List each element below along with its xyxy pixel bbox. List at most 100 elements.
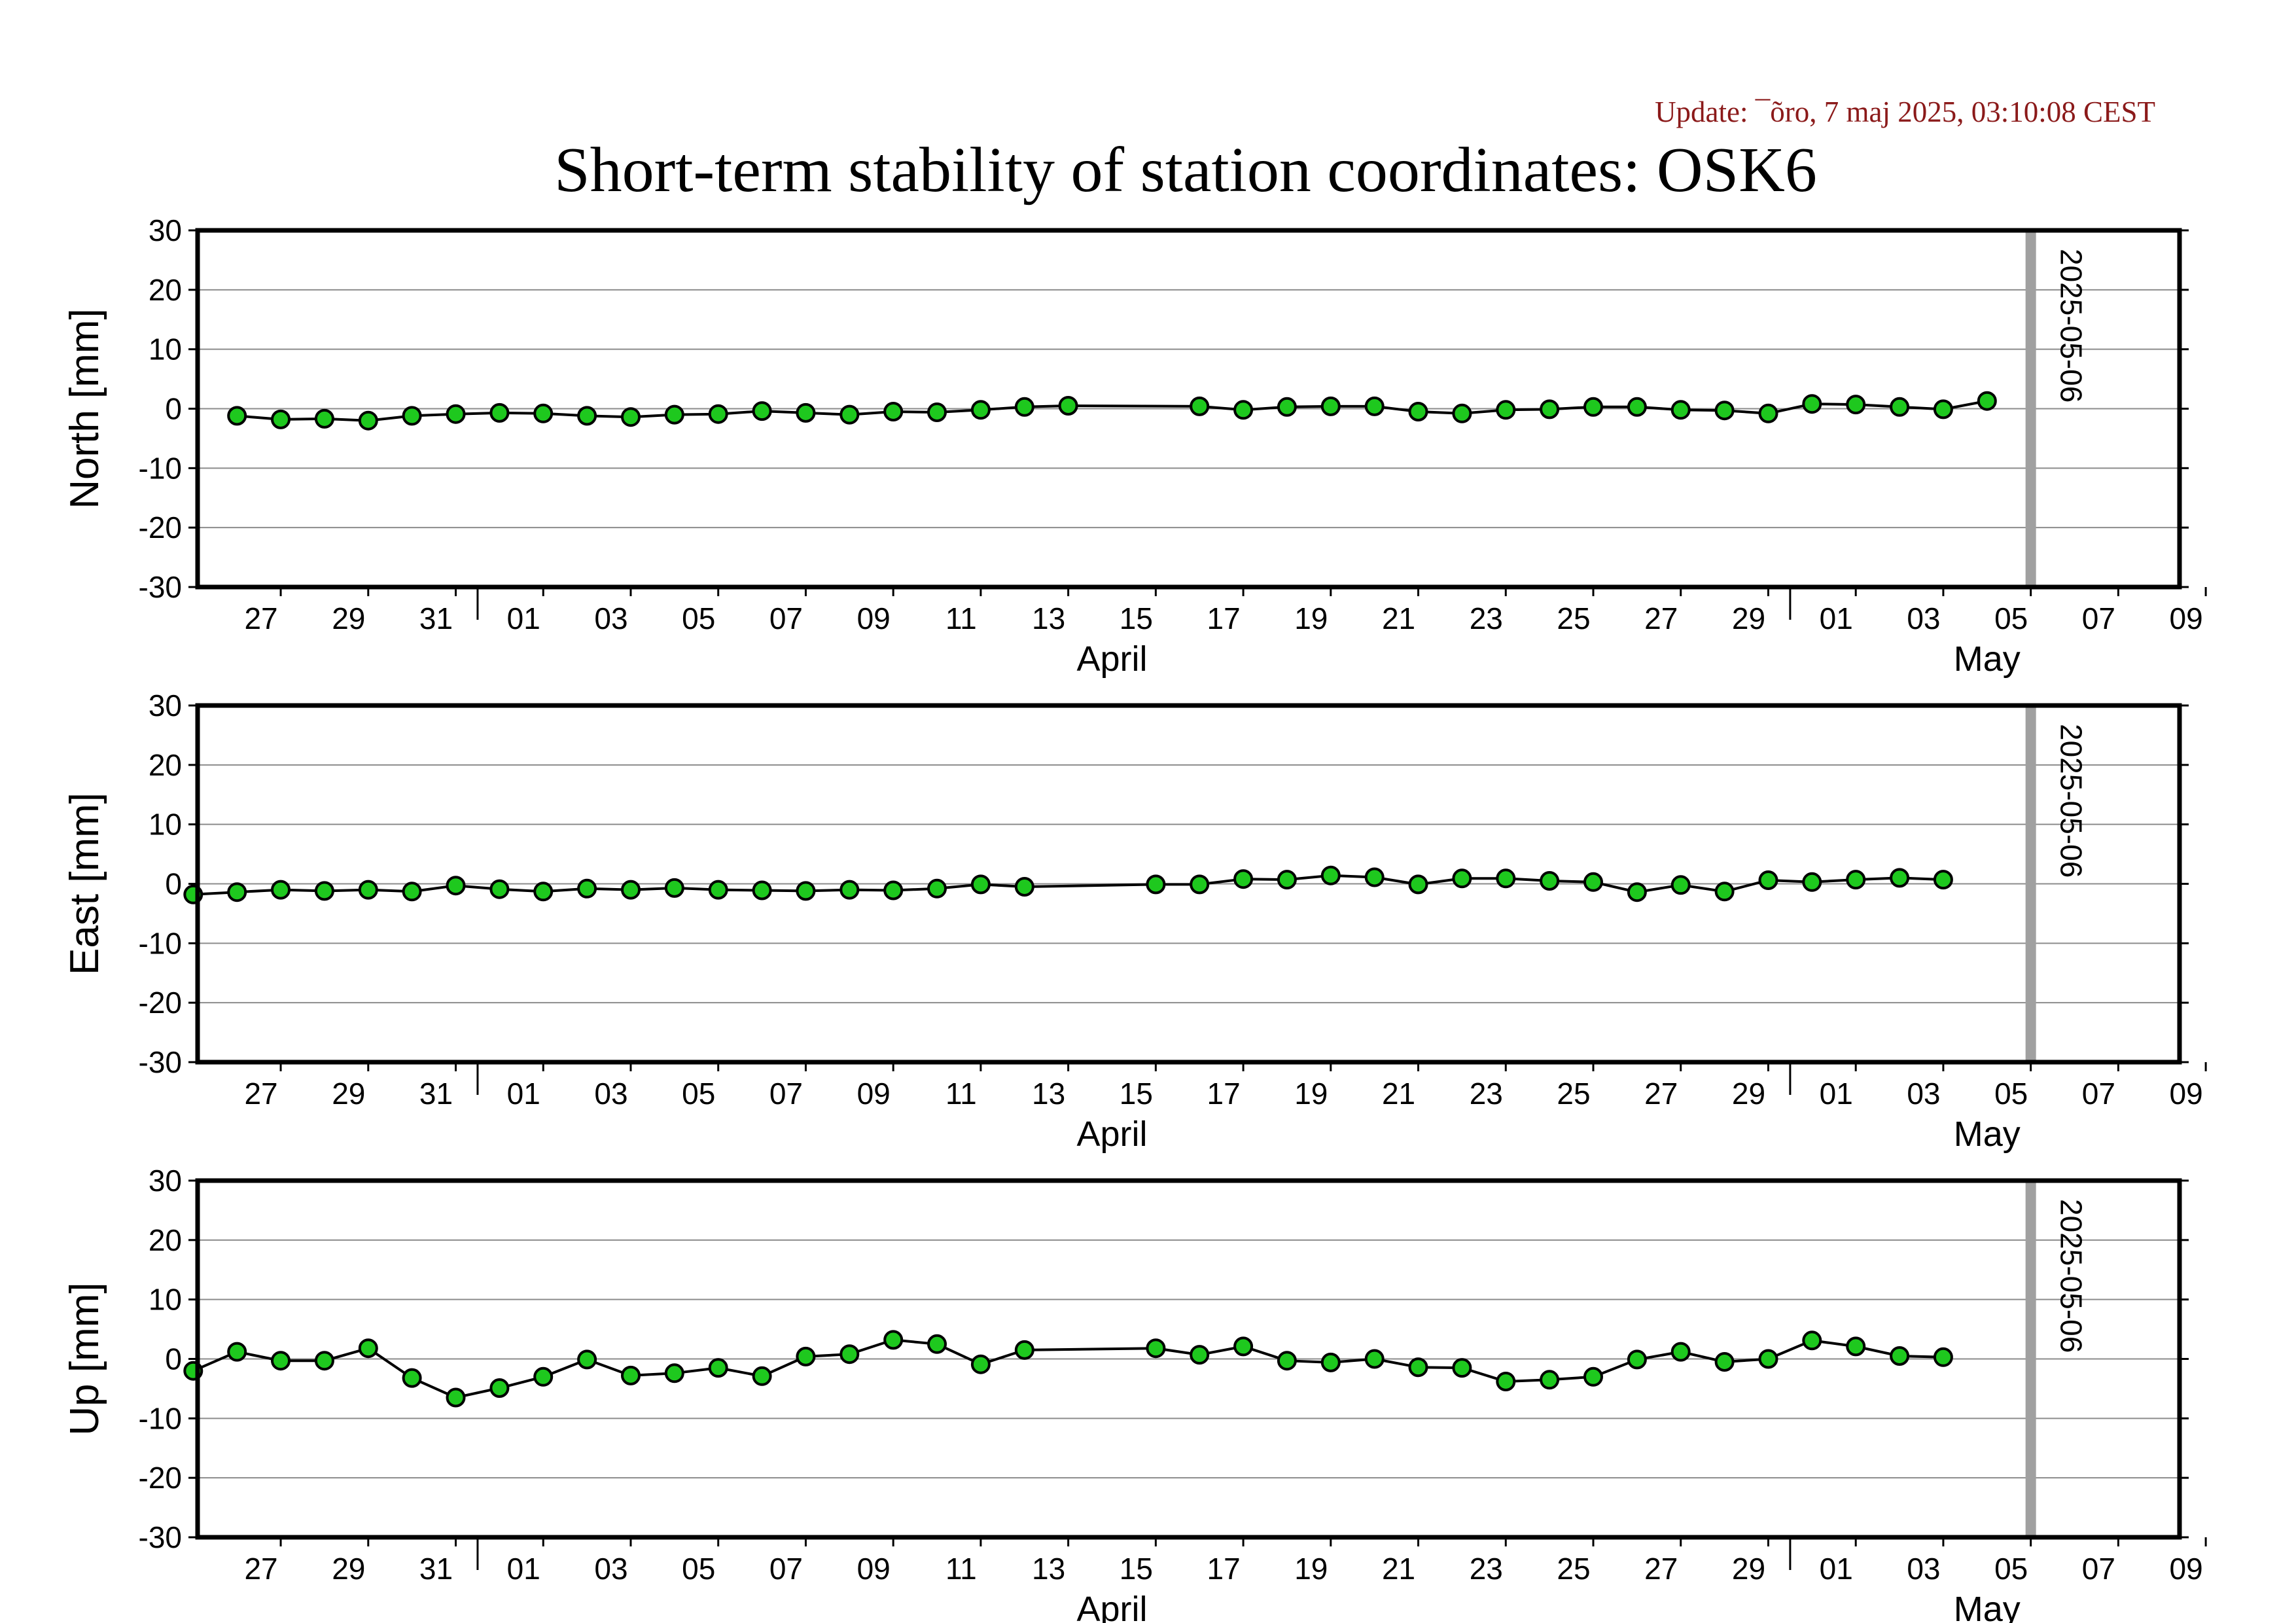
data-point <box>1233 869 1254 889</box>
data-point <box>1190 396 1210 416</box>
y-tick-label: -20 <box>139 1461 182 1495</box>
data-point <box>664 878 684 898</box>
data-point <box>1452 1358 1472 1378</box>
data-point <box>1758 870 1778 890</box>
update-timestamp: Update: ¯õro, 7 maj 2025, 03:10:08 CEST <box>1655 96 2155 128</box>
x-tick-label: 05 <box>1994 1077 2028 1111</box>
month-label: May <box>1954 639 2021 679</box>
data-point <box>970 400 991 420</box>
data-point <box>1846 395 1866 415</box>
data-point <box>271 409 291 429</box>
y-axis-label: North [mm] <box>62 308 107 509</box>
data-point <box>358 410 378 431</box>
x-tick-label: 29 <box>1732 1552 1765 1586</box>
data-point <box>533 403 554 423</box>
y-tick-label: 30 <box>149 1164 182 1198</box>
y-tick-label: -10 <box>139 451 182 485</box>
x-tick-label: 15 <box>1120 1077 1153 1111</box>
data-point <box>1146 874 1166 895</box>
data-point <box>1714 1352 1735 1372</box>
data-point <box>1627 1349 1647 1370</box>
month-label: May <box>1954 1590 2021 1623</box>
data-point <box>358 880 378 900</box>
x-tick-label: 07 <box>769 1552 803 1586</box>
data-point <box>271 1351 291 1371</box>
data-point <box>271 880 291 900</box>
month-label: April <box>1076 639 1147 679</box>
data-point <box>1452 868 1472 889</box>
x-tick-label: 27 <box>244 1077 277 1111</box>
data-point <box>1277 1351 1297 1371</box>
x-tick-label: 07 <box>769 1077 803 1111</box>
month-label: April <box>1076 1115 1147 1154</box>
data-point <box>1583 1366 1603 1387</box>
x-tick-label: 23 <box>1470 601 1503 635</box>
y-tick-label: -10 <box>139 1401 182 1435</box>
data-point <box>1233 400 1254 420</box>
x-tick-label: 11 <box>945 601 977 635</box>
x-tick-label: 03 <box>1907 1552 1940 1586</box>
x-tick-label: 21 <box>1382 601 1415 635</box>
data-point <box>621 407 641 427</box>
x-tick-label: 09 <box>857 1552 891 1586</box>
x-tick-label: 15 <box>1120 601 1153 635</box>
x-tick-label: 15 <box>1120 1552 1153 1586</box>
data-point <box>489 879 510 899</box>
data-point <box>1977 391 1997 411</box>
data-point <box>1014 397 1034 417</box>
x-tick-label: 11 <box>945 1077 977 1111</box>
data-point <box>1846 870 1866 890</box>
x-tick-label: 29 <box>1732 601 1765 635</box>
x-tick-label: 17 <box>1207 1077 1240 1111</box>
data-point <box>1408 1357 1428 1378</box>
y-tick-label: -30 <box>139 570 182 604</box>
data-point <box>1190 1345 1210 1365</box>
data-point <box>664 1363 684 1383</box>
data-point <box>1802 1330 1822 1351</box>
data-point <box>664 404 684 425</box>
y-tick-label: 10 <box>149 808 182 842</box>
chart-title: Short-term stability of station coordina… <box>554 135 1817 205</box>
x-tick-label: 03 <box>594 1552 627 1586</box>
data-point <box>927 402 947 422</box>
x-tick-label: 25 <box>1557 1077 1590 1111</box>
x-tick-label: 03 <box>594 601 627 635</box>
data-point <box>1933 1347 1953 1367</box>
data-point <box>314 1351 334 1371</box>
x-tick-label: 01 <box>1820 601 1853 635</box>
data-point <box>1146 1338 1166 1359</box>
x-tick-label: 19 <box>1294 1552 1328 1586</box>
data-point <box>1364 867 1385 887</box>
data-point <box>446 404 466 424</box>
x-tick-label: 31 <box>419 1077 453 1111</box>
data-point <box>1058 396 1078 416</box>
data-point <box>1758 403 1778 423</box>
y-tick-label: 10 <box>149 1283 182 1317</box>
data-point <box>1496 1372 1516 1391</box>
y-tick-label: 0 <box>165 1342 182 1376</box>
y-tick-label: 10 <box>149 332 182 366</box>
data-point <box>489 402 510 423</box>
data-point <box>1627 882 1647 902</box>
y-tick-label: 20 <box>149 1223 182 1257</box>
y-tick-label: -10 <box>139 926 182 960</box>
x-tick-label: 29 <box>332 1552 365 1586</box>
y-tick-label: 30 <box>149 213 182 247</box>
x-tick-label: 29 <box>332 1077 365 1111</box>
data-point <box>1714 882 1735 902</box>
x-tick-label: 13 <box>1032 1552 1065 1586</box>
x-tick-label: 29 <box>1732 1077 1765 1111</box>
data-point <box>708 1358 728 1378</box>
data-point <box>1540 871 1560 891</box>
month-label: April <box>1076 1590 1147 1623</box>
x-tick-label: 07 <box>2082 601 2115 635</box>
data-point <box>1277 870 1297 890</box>
x-tick-label: 25 <box>1557 601 1590 635</box>
data-point <box>314 881 334 901</box>
x-tick-label: 27 <box>244 1552 277 1586</box>
data-point <box>1364 396 1385 416</box>
x-tick-label: 05 <box>1994 1552 2028 1586</box>
x-tick-label: 05 <box>682 1552 715 1586</box>
